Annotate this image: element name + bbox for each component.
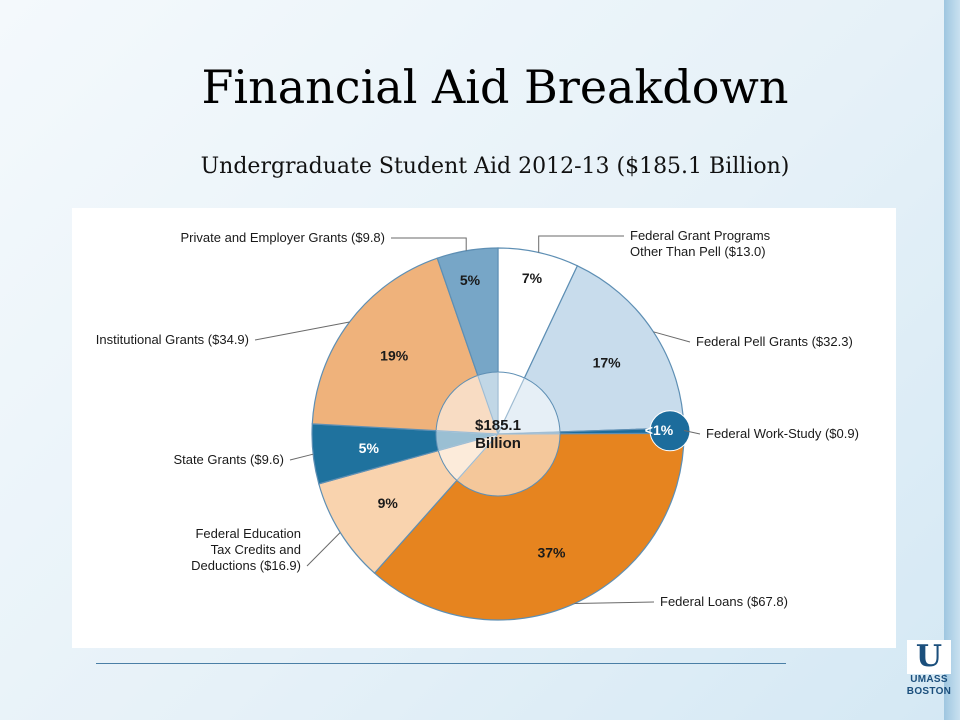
callout-line-2 (683, 430, 701, 435)
pct-label-6: 19% (380, 348, 409, 364)
callout-label-0-1: Other Than Pell ($13.0) (630, 244, 766, 259)
pie-slice-1 (497, 265, 685, 435)
work-study-badge (649, 410, 691, 452)
callout-line-5 (289, 453, 314, 461)
slide-title: Financial Aid Breakdown (201, 60, 789, 114)
hub-divider-4 (456, 433, 499, 481)
pct-label-2: <1% (645, 422, 674, 438)
slide-subtitle: Undergraduate Student Aid 2012-13 ($185.… (200, 154, 790, 179)
pct-label-7: 5% (460, 272, 481, 288)
hub-divider-7 (477, 375, 499, 435)
pct-label-5: 5% (359, 440, 380, 456)
callout-label-2-0: Federal Work-Study ($0.9) (706, 426, 859, 441)
callout-label-5-0: State Grants ($9.6) (173, 452, 284, 467)
callout-label-6-0: Institutional Grants ($34.9) (96, 332, 249, 347)
pct-label-1: 17% (593, 355, 622, 371)
hub-divider-5 (438, 433, 499, 452)
callout-label-0-0: Federal Grant Programs (630, 228, 771, 243)
hub-divider-1 (497, 377, 525, 435)
umass-boston-logo: U UMASS BOSTON (904, 640, 954, 712)
pie-slice-6 (311, 257, 499, 435)
pct-label-0: 7% (522, 270, 543, 286)
callout-label-3-0: Federal Loans ($67.8) (660, 594, 788, 609)
callout-line-4 (306, 532, 341, 567)
hub-divider-6 (436, 430, 499, 435)
callout-label-4-0: Federal Education (195, 526, 301, 541)
footer-rule (96, 663, 786, 664)
pct-label-4: 9% (378, 495, 399, 511)
callout-line-7 (391, 237, 467, 251)
chart-panel: $185.1 Billion 7% 17% <1% 37% 9% 5% 19% 5% Federal… (72, 208, 896, 648)
callout-label-4-2: Deductions ($16.9) (191, 558, 301, 573)
callout-line-6 (254, 321, 350, 341)
callout-label-7-0: Private and Employer Grants ($9.8) (181, 230, 385, 245)
slide-edge-bar (944, 0, 960, 720)
center-label-line-1: Billion (475, 435, 521, 452)
callout-label-4-1: Tax Credits and (211, 542, 301, 557)
center-label-line-0: $185.1 (475, 417, 521, 434)
umass-logo-icon: U (907, 640, 951, 674)
logo-line-1: UMASS (910, 674, 948, 685)
logo-line-2: BOSTON (906, 686, 952, 697)
callout-line-0 (538, 235, 624, 253)
callout-label-1-0: Federal Pell Grants ($32.3) (696, 334, 853, 349)
callout-line-3 (574, 601, 655, 604)
pct-label-3: 37% (537, 545, 566, 561)
callout-line-1 (653, 331, 691, 343)
